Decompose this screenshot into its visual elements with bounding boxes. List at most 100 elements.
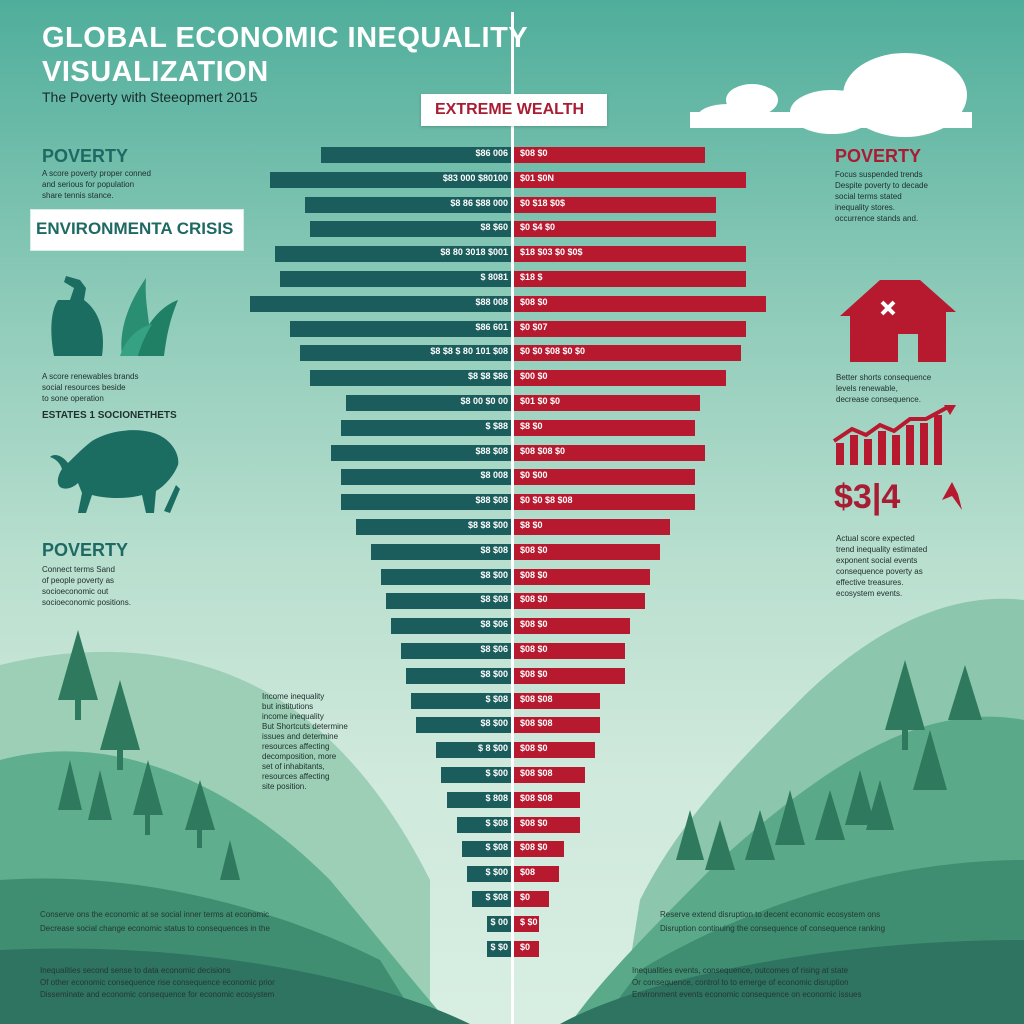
text-line: effective treasures.	[836, 578, 904, 587]
wealth-bar: $08 $0	[514, 147, 706, 163]
bottom-mid-text: Income inequality but institutions incom…	[262, 692, 402, 792]
wealth-bar-label: $08 $0	[520, 668, 548, 679]
text-line: share tennis stance.	[42, 191, 114, 200]
poverty-bar-label: $8 $06	[480, 619, 508, 630]
wealth-bar: $0	[514, 891, 550, 907]
wealth-bar-label: $08 $08	[520, 693, 553, 704]
right-poverty2-text: Better shorts consequence levels renewab…	[836, 372, 976, 405]
poverty-bar-label: $8 $08	[480, 544, 508, 555]
wealth-bar: $08 $08 $0	[514, 444, 706, 461]
poverty-bar: $8 008	[340, 469, 512, 486]
text-line: and serious for population	[42, 180, 135, 189]
poverty-bar-label: $8 $00	[480, 668, 508, 679]
text-line: exponent social events	[836, 556, 918, 565]
poverty-bar: $8 $8 $ 80 101 $08	[300, 345, 512, 362]
left-env-text: A score renewables brands social resourc…	[42, 371, 182, 404]
poverty-bar-label: $88 008	[475, 296, 508, 307]
left-env-caption: ESTATES 1 SOCIONETHETS	[42, 410, 177, 421]
footer-right-line: Or consequence, control to to emerge of …	[632, 978, 849, 987]
tree-icon	[676, 660, 982, 870]
wealth-bar: $08 $08	[514, 791, 580, 808]
text-line: issues and determine	[262, 732, 339, 741]
poverty-bar-label: $ 8081	[480, 272, 508, 282]
text-line: socioeconomic positions.	[42, 598, 131, 607]
wealth-bar-label: $0 $0 $08 $0 $0	[520, 346, 586, 357]
wealth-bar: $08 $0	[514, 841, 565, 858]
wealth-bar: $08 $08	[514, 767, 585, 783]
poverty-bar-label: $ 8 $00	[477, 743, 508, 754]
poverty-bar: $8 80 3018 $001	[275, 246, 512, 263]
wealth-bar-label: $08	[520, 867, 536, 878]
wealth-bar-label: $8 $0	[520, 420, 543, 431]
footer-left-line: Conserve ons the economic at se social i…	[40, 910, 269, 919]
wealth-bar-label: $08 $08	[520, 718, 553, 729]
wealth-bar: $18 $03 $0 $0$	[514, 246, 746, 263]
text-line: of people poverty as	[42, 576, 115, 585]
wealth-bar: $08 $0	[514, 742, 595, 759]
wealth-bar: $08 $0	[514, 816, 580, 833]
text-line: Focus suspended trends	[835, 170, 923, 179]
poverty-bar: $88 008	[250, 295, 512, 312]
arrow-icon	[942, 482, 962, 510]
wealth-bar-label: $08 $0	[520, 148, 548, 158]
wealth-bar: $0 $18 $0$	[514, 196, 716, 213]
wealth-bar-label: $08 $08	[520, 768, 553, 778]
wealth-bar: $08 $0	[514, 295, 766, 312]
poverty-bar-label: $ $08	[485, 817, 508, 828]
highlight-value: $3|4	[834, 478, 901, 516]
wealth-bar-label: $18 $03 $0 $0$	[520, 247, 583, 258]
wealth-bar: $08 $0	[514, 667, 625, 684]
poverty-bar: $ $88	[340, 419, 512, 436]
poverty-bar: $8 $8 $86	[310, 370, 512, 387]
poverty-bar-label: $8 $60	[480, 222, 508, 233]
poverty-bar: $ $08	[456, 816, 512, 833]
page-subtitle: The Poverty with Steeopmert 2015	[42, 89, 258, 105]
wealth-bar: $01 $0 $0	[514, 395, 701, 411]
environmental-crisis-badge	[30, 209, 244, 251]
wealth-bar: $0 $00	[514, 469, 696, 486]
wealth-bar: $ $0	[514, 915, 540, 932]
wealth-bar: $08 $0	[514, 618, 630, 635]
text-line: A score poverty proper conned	[42, 169, 151, 178]
poverty-bar-label: $8 $00	[480, 569, 508, 580]
text-line: but institutions	[262, 702, 314, 711]
poverty-bar-label: $83 000 $80100	[442, 172, 508, 183]
wealth-bar-label: $08 $0	[520, 296, 548, 307]
footer-left-line: Decrease social change economic status t…	[40, 924, 270, 933]
poverty-bar: $ $00	[441, 767, 512, 783]
wealth-bar: $0 $0 $8 $08	[514, 494, 696, 511]
page-title: GLOBAL ECONOMIC INEQUALITY	[42, 22, 529, 54]
poverty-bar: $ $00	[466, 866, 512, 883]
poverty-bar-label: $88 $08	[475, 495, 508, 506]
footer-right-line: Disruption continuing the consequence of…	[660, 924, 886, 933]
text-line: social terms stated	[835, 192, 902, 201]
poverty-bar: $8 $08	[370, 543, 512, 560]
text-line: Despite poverty to decade	[835, 181, 928, 190]
wealth-bar-label: $ $0	[520, 916, 538, 927]
left-poverty-heading: POVERTY	[42, 146, 129, 166]
poverty-bar: $ $08	[411, 692, 512, 709]
poverty-bar: $86 601	[290, 320, 512, 337]
wealth-bar-label: $01 $0N	[520, 172, 555, 183]
poverty-bar-label: $88 $08	[475, 445, 508, 456]
left-poverty-text: A score poverty proper conned and seriou…	[42, 168, 182, 201]
wealth-bar-label: $0 $0 $8 $08	[520, 495, 573, 506]
wealth-bar-label: $08 $08 $0	[520, 445, 566, 456]
poverty-bar-label: $ $00	[485, 867, 508, 878]
text-line: A score renewables brands	[42, 372, 139, 381]
poverty-bar: $88 $08	[340, 494, 512, 511]
wealth-bar-label: $8 $0	[520, 520, 543, 530]
text-line: resources affecting	[262, 742, 330, 751]
footer-right-line: Environment events economic consequence …	[632, 990, 862, 999]
poverty-bar: $ $0	[486, 940, 512, 957]
extreme-wealth-label: EXTREME WEALTH	[435, 101, 585, 118]
poverty-bar-label: $8 86 $88 000	[450, 197, 508, 208]
poverty-bar: $ 00	[486, 915, 512, 932]
wealth-bar: $8 $0	[514, 519, 671, 535]
wealth-bar-label: $0 $4 $0	[520, 222, 556, 233]
wealth-bar: $08 $0	[514, 543, 661, 560]
wealth-bar-label: $0 $18 $0$	[520, 197, 566, 208]
wealth-bar-label: $08 $08	[520, 792, 553, 803]
